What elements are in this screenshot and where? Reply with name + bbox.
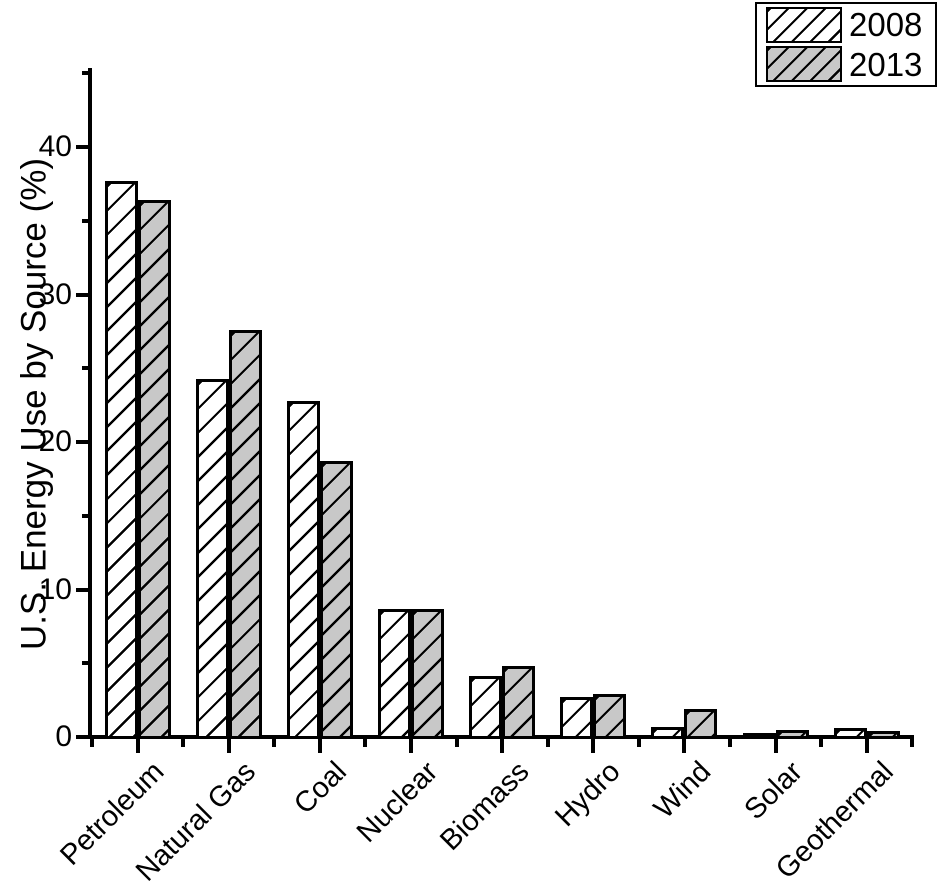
y-minor-tick bbox=[82, 513, 90, 518]
bar-geothermal-2013 bbox=[866, 731, 900, 739]
bar-coal-2008 bbox=[286, 400, 320, 739]
y-major-tick bbox=[76, 145, 90, 149]
bar-coal-2013 bbox=[319, 461, 353, 739]
x-major-tick bbox=[135, 738, 140, 753]
bar-wind-2008 bbox=[651, 726, 685, 739]
x-major-tick bbox=[864, 738, 869, 753]
y-major-tick bbox=[76, 735, 90, 739]
x-boundary-tick bbox=[728, 738, 733, 747]
bar-biomass-2013 bbox=[502, 666, 536, 739]
bar-natural-gas-2013 bbox=[228, 329, 262, 739]
y-tick-label: 20 bbox=[38, 425, 72, 458]
legend: 2008 2013 bbox=[755, 2, 937, 87]
y-minor-tick bbox=[82, 71, 90, 76]
bar-hydro-2008 bbox=[560, 697, 594, 739]
x-boundary-tick bbox=[181, 738, 186, 747]
x-category-label: Wind bbox=[648, 755, 718, 825]
bar-geothermal-2008 bbox=[833, 728, 867, 739]
legend-swatch-2013-icon bbox=[766, 46, 842, 83]
bar-nuclear-2013 bbox=[411, 608, 445, 739]
x-category-label: Solar bbox=[738, 755, 809, 827]
y-major-tick bbox=[76, 440, 90, 444]
legend-label-2013: 2013 bbox=[849, 45, 923, 83]
y-axis-line bbox=[88, 68, 92, 739]
x-boundary-tick bbox=[90, 738, 94, 747]
y-minor-tick bbox=[82, 218, 90, 223]
x-boundary-tick bbox=[636, 738, 641, 747]
x-major-tick bbox=[317, 738, 322, 753]
x-major-tick bbox=[226, 738, 231, 753]
bar-nuclear-2008 bbox=[378, 608, 412, 739]
x-category-label: Coal bbox=[288, 755, 354, 821]
y-minor-tick bbox=[82, 661, 90, 666]
x-major-tick bbox=[500, 738, 505, 753]
x-category-label: Biomass bbox=[434, 755, 536, 857]
y-major-tick bbox=[76, 292, 90, 297]
legend-swatch-2008-icon bbox=[766, 6, 842, 43]
x-major-tick bbox=[591, 738, 596, 753]
y-tick-label: 10 bbox=[38, 572, 72, 606]
x-major-tick bbox=[682, 738, 687, 753]
y-tick-label: 30 bbox=[38, 277, 72, 311]
x-category-label: Hydro bbox=[549, 755, 627, 833]
bar-solar-2013 bbox=[775, 729, 809, 739]
x-boundary-tick bbox=[819, 738, 824, 747]
x-boundary-tick bbox=[363, 738, 368, 747]
bar-biomass-2008 bbox=[469, 676, 503, 739]
bar-natural-gas-2008 bbox=[195, 378, 229, 739]
legend-entry-2013: 2013 bbox=[766, 45, 935, 83]
y-tick-label: 0 bbox=[55, 720, 72, 753]
legend-label-2008: 2008 bbox=[849, 6, 923, 44]
legend-entry-2008: 2008 bbox=[766, 6, 935, 44]
x-boundary-tick bbox=[545, 738, 550, 747]
x-major-tick bbox=[773, 738, 778, 753]
bar-solar-2008 bbox=[742, 732, 776, 739]
y-major-tick bbox=[76, 587, 90, 592]
bar-wind-2013 bbox=[684, 708, 718, 739]
x-boundary-tick bbox=[272, 738, 277, 747]
x-boundary-tick bbox=[454, 738, 459, 747]
y-minor-tick bbox=[82, 366, 90, 371]
bar-petroleum-2013 bbox=[137, 200, 171, 739]
x-category-label: Nuclear bbox=[350, 755, 445, 849]
x-boundary-tick bbox=[910, 738, 915, 747]
bar-hydro-2013 bbox=[593, 694, 627, 739]
bar-petroleum-2008 bbox=[104, 180, 138, 739]
x-major-tick bbox=[409, 738, 414, 753]
y-tick-label: 40 bbox=[38, 130, 72, 163]
